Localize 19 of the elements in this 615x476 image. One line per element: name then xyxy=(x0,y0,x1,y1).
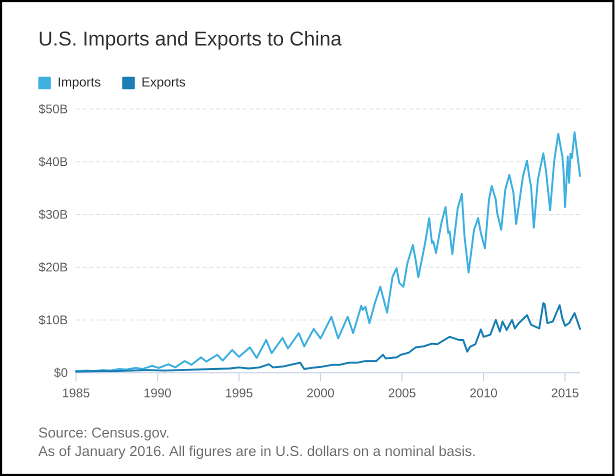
x-tick-label: 1985 xyxy=(63,388,90,398)
x-tick-label: 1990 xyxy=(144,388,171,398)
x-tick-label: 1995 xyxy=(226,388,252,398)
y-tick-label: $40B xyxy=(38,156,68,167)
y-tick-label: $20B xyxy=(38,262,68,272)
source-note: Source: Census.gov. xyxy=(38,428,168,440)
x-tick-label: 2015 xyxy=(552,388,578,398)
x-tick-label: 2010 xyxy=(470,388,497,398)
y-tick-label: $30B xyxy=(38,209,68,220)
legend-label: Exports xyxy=(142,78,186,90)
y-tick-label: $0 xyxy=(54,368,68,378)
line-series xyxy=(75,131,581,372)
chart-title: U.S. Imports and Exports to China xyxy=(40,31,342,50)
x-tick-label: 2000 xyxy=(307,388,334,398)
legend-label: Imports xyxy=(58,78,100,90)
y-tick-label: $50B xyxy=(38,104,68,114)
text: As of January 2016. All figures are in U.S. dollars on a nominal basis. xyxy=(38,446,475,459)
y-tick-label: $10B xyxy=(38,314,68,326)
x-tick-label: 2005 xyxy=(388,388,416,398)
